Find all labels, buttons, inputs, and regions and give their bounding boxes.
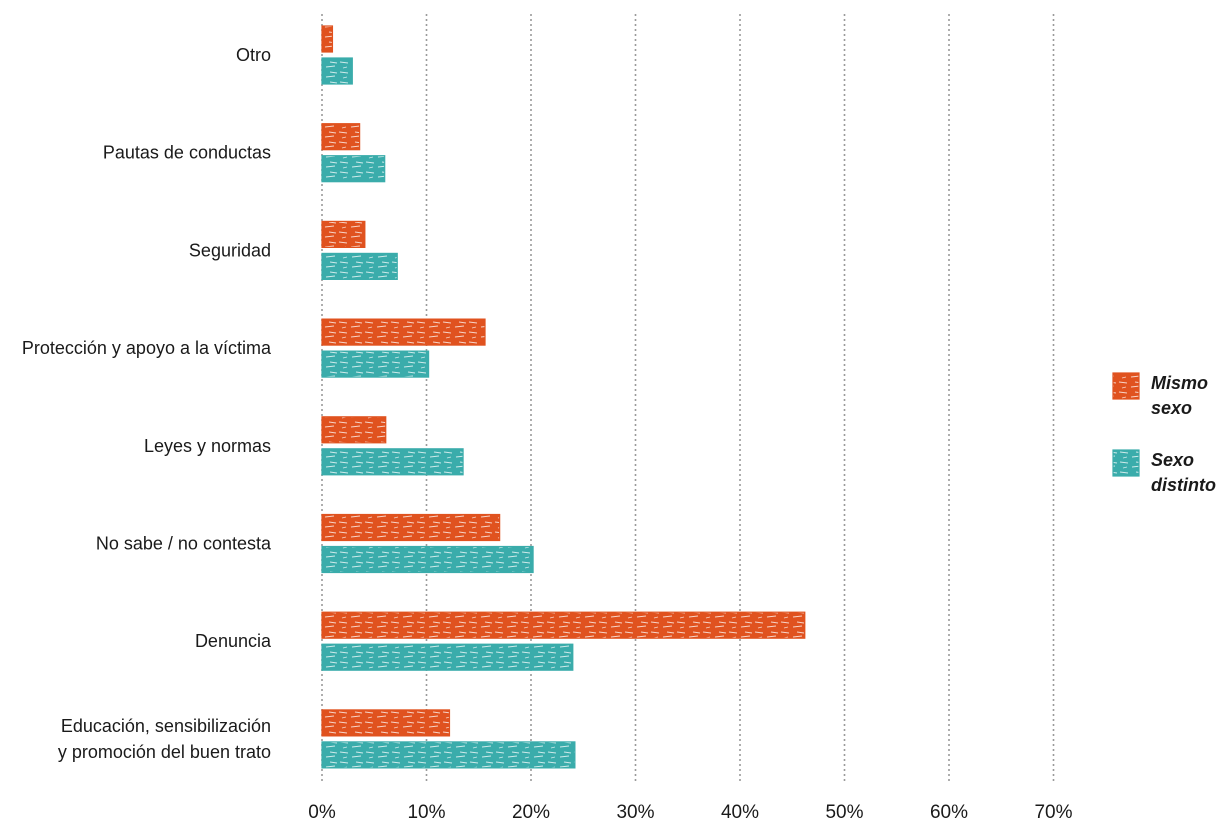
category-label: Otro [236, 45, 271, 65]
bar-mismo-sexo-denuncia [321, 611, 806, 639]
bar-mismo-sexo-educacion-sensibilizacion-y-promocion-del-buen-trato [321, 709, 451, 737]
legend-item-mismo-sexo: Mismo sexo [1112, 372, 1208, 418]
x-tick-label: 0% [308, 802, 336, 823]
x-tick-label: 20% [512, 802, 550, 823]
legend-swatch [1112, 449, 1140, 477]
category-label: Educación, sensibilización y promoción de… [58, 716, 271, 762]
bar-sexo-distinto-otro [321, 57, 353, 85]
x-tick-label: 70% [1034, 802, 1072, 823]
bar-mismo-sexo-no-sabe-no-contesta [321, 513, 501, 542]
legend-label: Mismo sexo [1151, 373, 1208, 418]
legend-swatch [1112, 372, 1140, 400]
legend: Mismo sexo Sexo distinto [1112, 372, 1216, 495]
bar-mismo-sexo-seguridad [321, 220, 366, 248]
bar-sexo-distinto-proteccion-y-apoyo-a-la-victima [321, 350, 430, 378]
bar-sexo-distinto-leyes-y-normas [321, 448, 464, 476]
legend-item-sexo-distinto: Sexo distinto [1112, 449, 1216, 495]
x-tick-label: 10% [407, 802, 445, 823]
bar-sexo-distinto-no-sabe-no-contesta [321, 545, 534, 574]
category-label: Seguridad [189, 240, 271, 260]
bar-mismo-sexo-otro [321, 25, 334, 53]
x-tick-label: 30% [616, 802, 654, 823]
x-tick-label: 60% [930, 802, 968, 823]
x-tick-label: 40% [721, 802, 759, 823]
category-label: Leyes y normas [144, 436, 271, 456]
bar-mismo-sexo-leyes-y-normas [321, 416, 387, 444]
x-axis-ticks: 0% 10% 20% 30% 40% 50% 60% 70% [308, 802, 1072, 823]
bars [321, 25, 806, 769]
legend-label: Sexo distinto [1151, 450, 1216, 495]
x-tick-label: 50% [825, 802, 863, 823]
category-labels: Otro Pautas de conductas Seguridad Protecci… [22, 45, 272, 762]
bar-sexo-distinto-seguridad [321, 252, 398, 280]
category-label: Pautas de conductas [103, 143, 271, 163]
bar-sexo-distinto-pautas-de-conductas [321, 155, 386, 183]
bar-sexo-distinto-denuncia [321, 643, 574, 671]
category-label: Protección y apoyo a la víctima [22, 338, 272, 358]
category-label: No sabe / no contesta [96, 534, 272, 554]
bar-mismo-sexo-pautas-de-conductas [321, 123, 361, 151]
bar-mismo-sexo-proteccion-y-apoyo-a-la-victima [321, 318, 486, 346]
category-label: Denuncia [195, 631, 272, 651]
bar-sexo-distinto-educacion-sensibilizacion-y-promocion-del-buen-trato [321, 741, 576, 769]
